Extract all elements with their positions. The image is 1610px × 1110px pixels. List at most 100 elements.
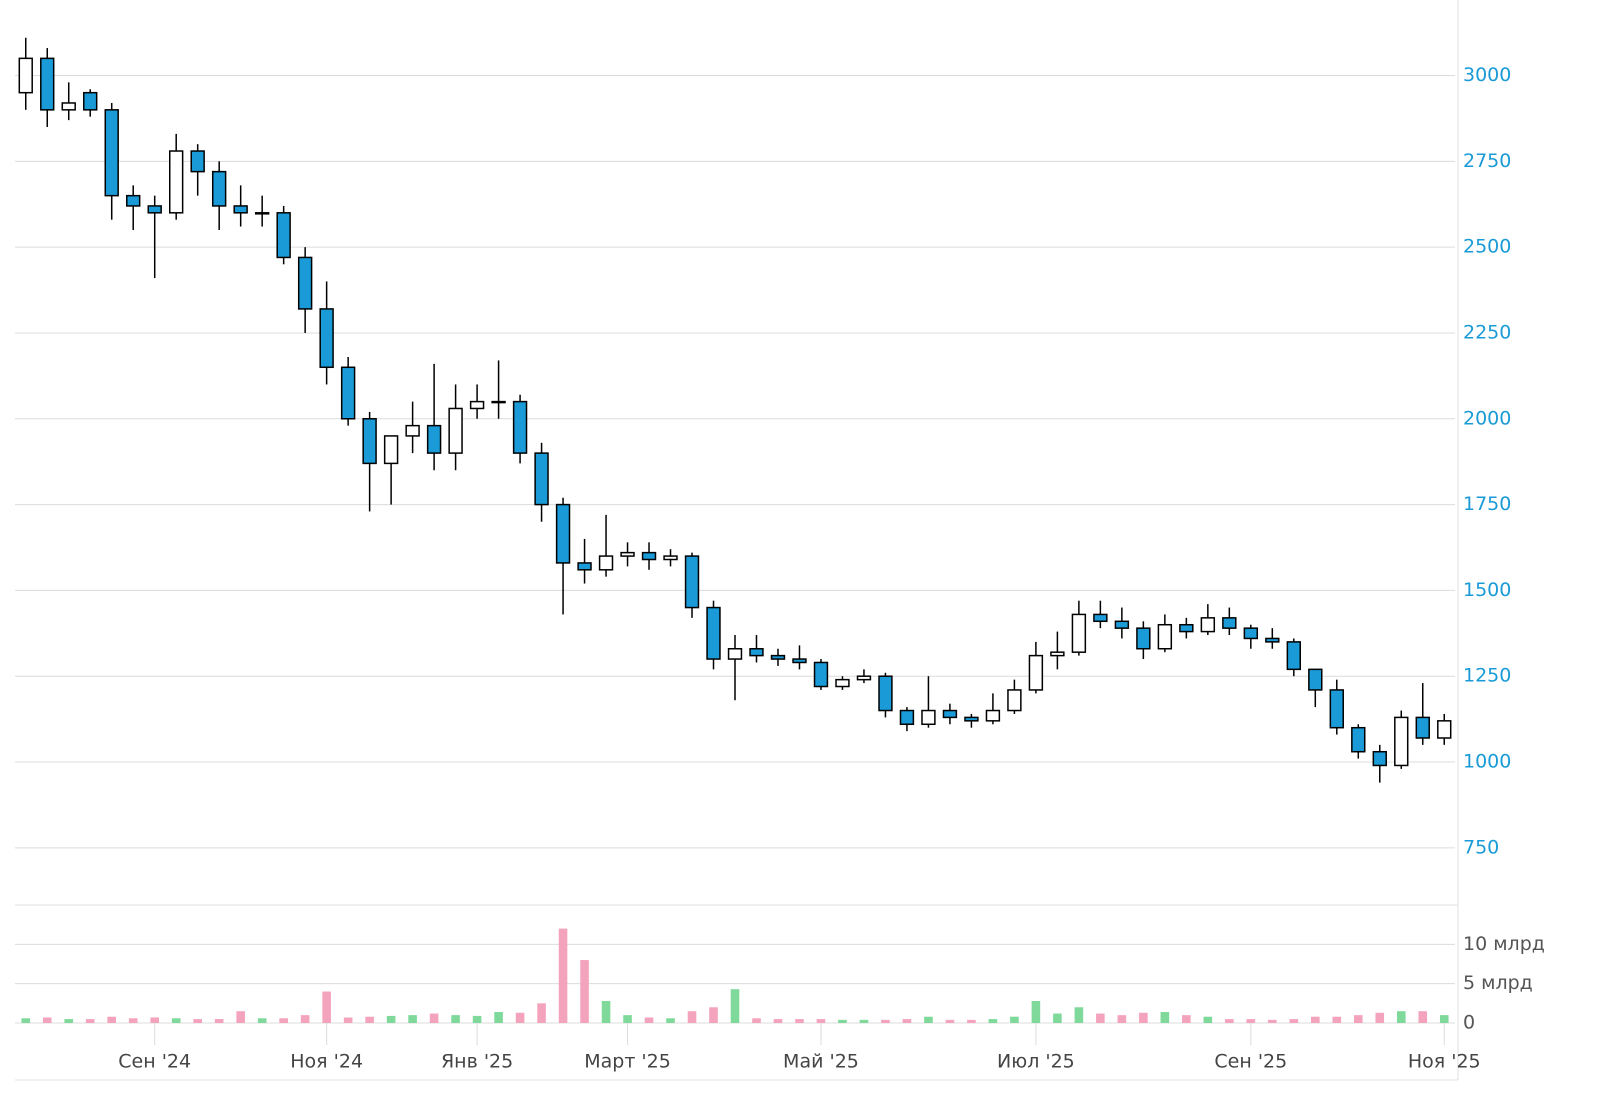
volume-bar: [214, 1019, 224, 1023]
y-tick-label: 750: [1463, 836, 1499, 858]
volume-bar: [795, 1019, 804, 1023]
candle-body: [1243, 627, 1259, 640]
candle-body: [1437, 720, 1452, 739]
candle-body: [878, 675, 893, 712]
candle-body: [577, 562, 592, 571]
candle-body: [770, 654, 786, 660]
volume-bar: [150, 1017, 159, 1023]
y-tick-label: 2250: [1463, 321, 1511, 343]
y-tick-label: 1500: [1463, 579, 1511, 601]
candle-body: [61, 102, 76, 111]
volume-bar: [1289, 1019, 1299, 1023]
volume-bar: [107, 1016, 117, 1023]
volume-bar: [1375, 1012, 1385, 1023]
candle-body: [1394, 716, 1409, 767]
x-tick-label: Март '25: [584, 1051, 671, 1073]
x-tick-label: Июл '25: [997, 1051, 1075, 1073]
volume-bar: [1268, 1019, 1277, 1023]
x-tick-label: Ноя '24: [290, 1051, 363, 1073]
volume-bar: [365, 1016, 374, 1023]
x-tick-label: Май '25: [783, 1051, 859, 1073]
volume-tick-label: 10 млрд: [1463, 933, 1545, 955]
candle-body: [663, 555, 678, 561]
candle-body: [1415, 716, 1430, 739]
volume-bar: [300, 1015, 310, 1023]
volume-bar: [1225, 1019, 1234, 1023]
volume-bar: [494, 1011, 503, 1023]
volume-bar: [1246, 1019, 1256, 1023]
candle-body: [555, 503, 571, 564]
volume-bar: [322, 991, 331, 1023]
volume-bar: [279, 1018, 288, 1023]
candle-body: [964, 716, 979, 722]
candle-body: [1372, 750, 1387, 767]
volume-bar: [1139, 1012, 1148, 1023]
candle-body: [921, 709, 936, 726]
volume-bar: [1439, 1015, 1449, 1023]
volume-bar: [988, 1019, 998, 1023]
candle-body: [18, 57, 33, 94]
candle-body: [469, 400, 485, 410]
volume-bar: [623, 1015, 632, 1023]
candle-body: [211, 170, 227, 207]
candle-body: [40, 57, 55, 111]
volume-bar: [558, 928, 568, 1023]
candle-body: [1329, 689, 1344, 729]
volume-bar: [687, 1011, 697, 1023]
volume-bar: [752, 1018, 761, 1023]
candle-body: [1222, 617, 1237, 629]
candle-body: [1286, 641, 1302, 671]
candle-body: [1071, 613, 1087, 653]
volume-bar: [1396, 1011, 1406, 1023]
candle-body: [1136, 627, 1151, 650]
volume-bar: [1332, 1016, 1342, 1023]
candle-body: [190, 150, 205, 173]
candle-body: [383, 435, 399, 465]
candle-body: [899, 709, 915, 726]
volume-bar: [21, 1018, 31, 1023]
candle-body: [749, 648, 764, 657]
x-tick-label: Янв '25: [441, 1051, 513, 1073]
volume-bar: [1096, 1013, 1105, 1023]
volume-bar: [709, 1007, 718, 1023]
volume-bar: [537, 1003, 546, 1023]
x-tick-label: Ноя '25: [1408, 1051, 1481, 1073]
volume-bar: [666, 1018, 675, 1023]
candle-body: [942, 709, 958, 719]
candle-body: [1265, 637, 1280, 643]
volume-bar: [838, 1019, 847, 1023]
candle-body: [792, 658, 807, 664]
x-tick-label: Сен '25: [1214, 1051, 1287, 1073]
candle-body: [297, 256, 313, 310]
candle-body: [276, 212, 291, 259]
candle-body: [126, 194, 141, 207]
volume-bar: [515, 1012, 525, 1023]
volume-bar: [429, 1013, 439, 1023]
volume-bar: [816, 1019, 826, 1023]
candle-body: [1308, 668, 1323, 691]
y-tick-label: 1750: [1463, 493, 1511, 515]
volume-bar: [1203, 1016, 1213, 1023]
candle-body: [448, 407, 463, 454]
volume-tick-label: 0: [1463, 1012, 1475, 1034]
volume-bar: [924, 1016, 933, 1023]
volume-bar: [859, 1019, 869, 1023]
volume-tick-label: 5 млрд: [1463, 972, 1533, 994]
volume-bar: [257, 1018, 267, 1023]
volume-bar: [85, 1019, 95, 1023]
candle-body: [1028, 654, 1044, 691]
candle-body: [491, 400, 506, 404]
candle-body: [856, 675, 872, 681]
volume-bar: [945, 1019, 955, 1023]
volume-bar: [881, 1019, 890, 1023]
volume-bar: [343, 1017, 353, 1023]
candle-body: [1351, 726, 1366, 753]
volume-bar: [644, 1017, 654, 1023]
volume-bar: [42, 1017, 52, 1023]
volume-bar: [1418, 1011, 1428, 1023]
candle-body: [1050, 651, 1065, 657]
volume-bar: [1010, 1016, 1019, 1023]
candle-body: [233, 205, 248, 214]
y-tick-label: 1250: [1463, 665, 1511, 687]
